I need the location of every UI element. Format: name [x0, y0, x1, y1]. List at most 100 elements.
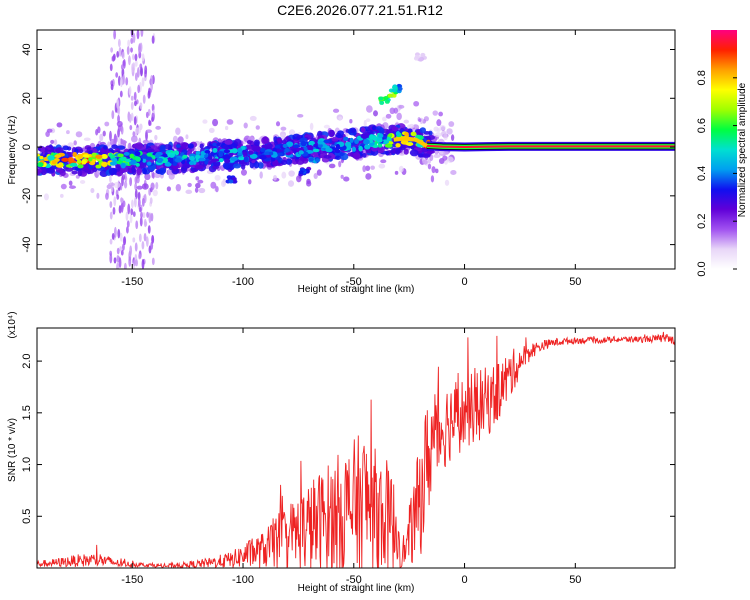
spectrogram-cell — [396, 112, 402, 121]
y-tick-label: -40 — [21, 237, 33, 253]
spectrogram-cell — [110, 47, 114, 53]
spectrogram-cell — [119, 156, 127, 162]
spectrogram-cell — [282, 143, 288, 148]
spectrogram-cell — [116, 120, 123, 127]
spectrogram-y-axis-label: Frequency (Hz) — [7, 116, 18, 185]
spectrogram-cell — [243, 122, 248, 129]
spectrogram-cell — [134, 53, 138, 62]
spectrogram-cell — [409, 149, 419, 157]
spectrogram-cell — [199, 143, 204, 149]
spectrogram-cell — [382, 116, 387, 122]
spectrogram-cell — [367, 129, 373, 135]
spectrogram-cell — [297, 113, 304, 118]
spectrogram-cell — [430, 175, 435, 183]
spectrogram-cell — [144, 221, 148, 227]
spectrogram-cell — [129, 177, 133, 187]
spectrogram-cell — [129, 214, 133, 224]
spectrogram-cell — [218, 158, 224, 163]
spectrogram-cell — [261, 144, 268, 149]
spectrogram-cell — [142, 139, 150, 144]
spectrogram-cell — [349, 137, 354, 143]
spectrogram-cell — [379, 100, 385, 105]
spectrogram-cell — [111, 232, 115, 240]
spectrogram-cell — [313, 173, 318, 180]
spectrogram-cell — [122, 243, 125, 251]
spectrogram-cell — [288, 129, 296, 136]
spectrogram-cell — [426, 149, 436, 154]
spectrogram-cell — [450, 170, 457, 175]
spectrogram-cell — [147, 225, 151, 234]
spectrogram-cell — [388, 133, 393, 138]
x-tick-label: 0 — [461, 574, 467, 586]
spectrogram-cell — [122, 74, 126, 85]
spectrogram-cell — [118, 257, 122, 269]
spectrogram-cell — [117, 38, 121, 48]
spectrogram-cell — [432, 110, 439, 116]
spectrogram-cell — [363, 139, 370, 145]
spectrogram-cell — [344, 141, 352, 147]
spectrogram-cell — [126, 46, 130, 55]
spectrogram-cell — [185, 189, 193, 195]
spectrogram-cell — [338, 116, 343, 121]
spectrogram-cell — [108, 167, 117, 176]
spectrogram-cell — [446, 156, 454, 164]
spectrogram-cell — [143, 233, 147, 242]
spectrogram-cell — [69, 185, 77, 189]
spectrogram-cell — [384, 99, 390, 104]
spectrogram-cell — [72, 152, 78, 158]
spectrogram-cell — [46, 166, 55, 174]
spectrogram-cell — [115, 72, 119, 78]
spectrogram-cell — [149, 197, 153, 205]
spectrogram-cell — [198, 157, 206, 162]
snr-x-axis-label: Height of straight line (km) — [298, 583, 415, 594]
spectrogram-cell — [204, 159, 209, 165]
spectrogram-cell — [128, 256, 132, 267]
spectrogram-data — [37, 30, 675, 269]
spectrogram-cell — [159, 144, 166, 152]
spectrogram-cell — [113, 226, 117, 238]
spectrogram-cell — [439, 124, 446, 131]
chart-title: C2E6.2026.077.21.51.R12 — [277, 2, 443, 18]
spectrogram-cell — [135, 220, 139, 230]
spectrogram-cell — [398, 165, 404, 173]
spectrogram-cell — [134, 182, 138, 191]
spectrogram-cell — [427, 163, 432, 170]
spectrogram-cell — [145, 111, 149, 119]
spectrogram-cell — [121, 51, 125, 60]
spectrogram-cell — [378, 96, 384, 101]
spectrogram-cell — [253, 139, 260, 147]
spectrogram-cell — [60, 193, 64, 198]
spectrogram-cell — [108, 175, 112, 183]
spectrogram-cell — [187, 143, 194, 149]
spectrogram-cell — [277, 152, 284, 157]
x-tick-label: -150 — [121, 574, 143, 586]
spectrogram-cell — [136, 30, 140, 40]
spectrogram-cell — [228, 179, 234, 184]
spectrogram-cell — [134, 60, 138, 67]
spectrogram-cell — [360, 133, 369, 139]
spectrogram-cell — [151, 116, 154, 122]
spectrogram-cell — [150, 182, 155, 191]
spectrogram-cell — [109, 63, 113, 72]
spectrogram-cell — [169, 154, 175, 158]
spectrogram-cell — [142, 94, 146, 104]
spectrogram-cell — [139, 216, 143, 227]
spectrogram-cell — [47, 155, 55, 161]
spectrogram-cell — [142, 212, 146, 219]
y-tick-label: -20 — [21, 188, 33, 204]
spectrogram-cell — [364, 144, 371, 150]
spectrogram-cell — [56, 122, 63, 128]
spectrogram-cell — [246, 139, 252, 145]
spectrogram-cell — [77, 153, 84, 160]
spectrogram-cell — [40, 146, 45, 153]
spectrogram-cell — [360, 127, 366, 133]
spectrogram-cell — [224, 125, 229, 131]
spectrogram-cell — [370, 165, 375, 170]
y-tick-label: 1.5 — [21, 405, 33, 420]
spectrogram-y-ticks: -40 -20 0 20 40 — [21, 43, 675, 253]
x-tick-label: 0 — [461, 276, 467, 288]
spectrogram-cell — [384, 143, 393, 148]
colorbar-ticks: 0.0 0.2 0.4 0.6 0.8 — [696, 70, 737, 277]
spectrogram-cell — [105, 192, 109, 200]
spectrogram-cell — [420, 52, 426, 57]
